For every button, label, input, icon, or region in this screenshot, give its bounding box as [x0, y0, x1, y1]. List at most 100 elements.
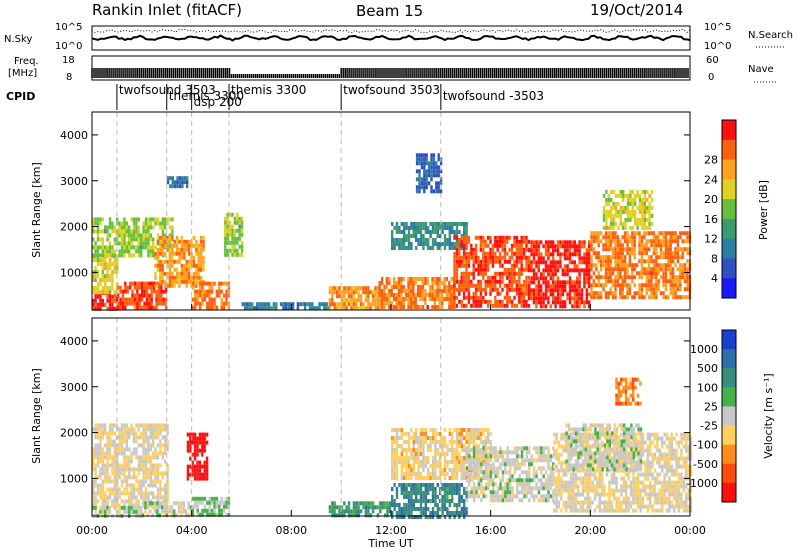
heatmap-cell	[686, 239, 689, 244]
heatmap-cell	[559, 252, 562, 257]
heatmap-cell	[405, 238, 408, 242]
heatmap-cell	[104, 451, 107, 456]
heatmap-cell	[453, 476, 456, 480]
heatmap-cell	[655, 255, 658, 260]
heatmap-cell	[439, 242, 442, 246]
heatmap-cell	[226, 240, 229, 245]
heatmap-cell	[463, 507, 466, 511]
heatmap-cell	[585, 272, 588, 277]
heatmap-cell	[104, 471, 107, 476]
heatmap-cell	[364, 505, 368, 510]
heatmap-cell	[101, 253, 104, 258]
heatmap-cell	[228, 248, 232, 253]
heatmap-cell	[108, 266, 112, 271]
heatmap-cell	[470, 255, 473, 260]
heatmap-cell	[197, 247, 200, 252]
heatmap-cell	[161, 427, 164, 432]
heatmap-cell	[149, 245, 152, 250]
heatmap-cell	[607, 271, 610, 276]
freq-label-line2: [MHz]	[8, 68, 37, 79]
heatmap-cell	[404, 289, 408, 293]
heatmap-cell	[233, 240, 237, 245]
heatmap-cell	[340, 290, 344, 295]
heatmap-cell	[224, 252, 227, 257]
heatmap-cell	[157, 281, 161, 286]
heatmap-cell	[549, 276, 552, 281]
heatmap-cell	[96, 225, 100, 230]
heatmap-cell	[159, 427, 162, 432]
heatmap-cell	[647, 255, 651, 260]
heatmap-cell	[260, 302, 264, 307]
heatmap-cell	[417, 491, 420, 495]
heatmap-cell	[198, 468, 202, 473]
heatmap-cell	[142, 463, 145, 468]
heatmap-cell	[152, 435, 155, 440]
heatmap-cell	[193, 448, 197, 453]
heatmap-cell	[518, 446, 521, 451]
heatmap-cell	[643, 235, 646, 240]
heatmap-cell	[123, 467, 126, 472]
heatmap-cell	[123, 241, 126, 246]
heatmap-cell	[645, 283, 648, 288]
heatmap-cell	[487, 458, 490, 463]
heatmap-cell	[431, 483, 435, 487]
heatmap-cell	[443, 491, 447, 495]
heatmap-cell	[532, 276, 536, 281]
heatmap-cell	[659, 231, 663, 236]
heatmap-cell	[425, 161, 428, 166]
heatmap-cell	[590, 243, 593, 248]
heatmap-cell	[616, 267, 620, 272]
heatmap-cell	[255, 306, 259, 311]
heatmap-cell	[352, 505, 356, 510]
heatmap-cell	[652, 267, 656, 272]
heatmap-cell	[453, 283, 456, 288]
heatmap-cell	[213, 512, 216, 517]
heatmap-cell	[638, 295, 641, 300]
heatmap-cell	[458, 291, 461, 296]
heatmap-cell	[415, 246, 418, 250]
heatmap-cell	[99, 509, 102, 514]
heatmap-cell	[106, 439, 109, 444]
heatmap-cell	[614, 295, 617, 300]
heatmap-cell	[479, 440, 483, 444]
heatmap-cell	[144, 237, 148, 242]
heatmap-cell	[576, 264, 579, 269]
heatmap-cell	[439, 452, 442, 456]
heatmap-cell	[403, 432, 406, 436]
heatmap-cell	[347, 290, 351, 295]
heatmap-cell	[113, 241, 116, 246]
heatmap-cell	[120, 499, 124, 504]
heatmap-cell	[164, 443, 167, 448]
heatmap-cell	[446, 499, 449, 503]
heatmap-cell	[206, 281, 209, 286]
heatmap-cell	[664, 287, 668, 292]
heatmap-cell	[137, 505, 140, 510]
heatmap-cell	[489, 458, 493, 463]
heatmap-cell	[597, 271, 600, 276]
heatmap-cell	[156, 247, 160, 252]
heatmap-cell	[225, 301, 228, 306]
heatmap-cell	[423, 185, 426, 190]
heatmap-cell	[164, 499, 167, 504]
heatmap-cell	[683, 239, 687, 244]
heatmap-cell	[501, 287, 504, 292]
heatmap-cell	[144, 451, 148, 456]
heatmap-cell	[605, 217, 608, 222]
heatmap-cell	[441, 436, 444, 440]
heatmap-cell	[106, 479, 109, 484]
noise-left-tick-top: 10^5	[55, 22, 82, 33]
heatmap-cell	[183, 247, 186, 252]
heatmap-cell	[395, 476, 399, 480]
heatmap-cell	[617, 225, 620, 230]
heatmap-cell	[427, 448, 430, 452]
heatmap-cell	[540, 300, 543, 305]
heatmap-cell	[453, 235, 456, 240]
heatmap-cell	[190, 251, 193, 256]
heatmap-cell	[489, 490, 493, 495]
heatmap-cell	[611, 251, 615, 256]
heatmap-cell	[364, 294, 368, 299]
heatmap-cell	[376, 306, 380, 311]
heatmap-cell	[400, 432, 403, 436]
heatmap-cell	[159, 423, 162, 428]
heatmap-cell	[96, 455, 100, 460]
